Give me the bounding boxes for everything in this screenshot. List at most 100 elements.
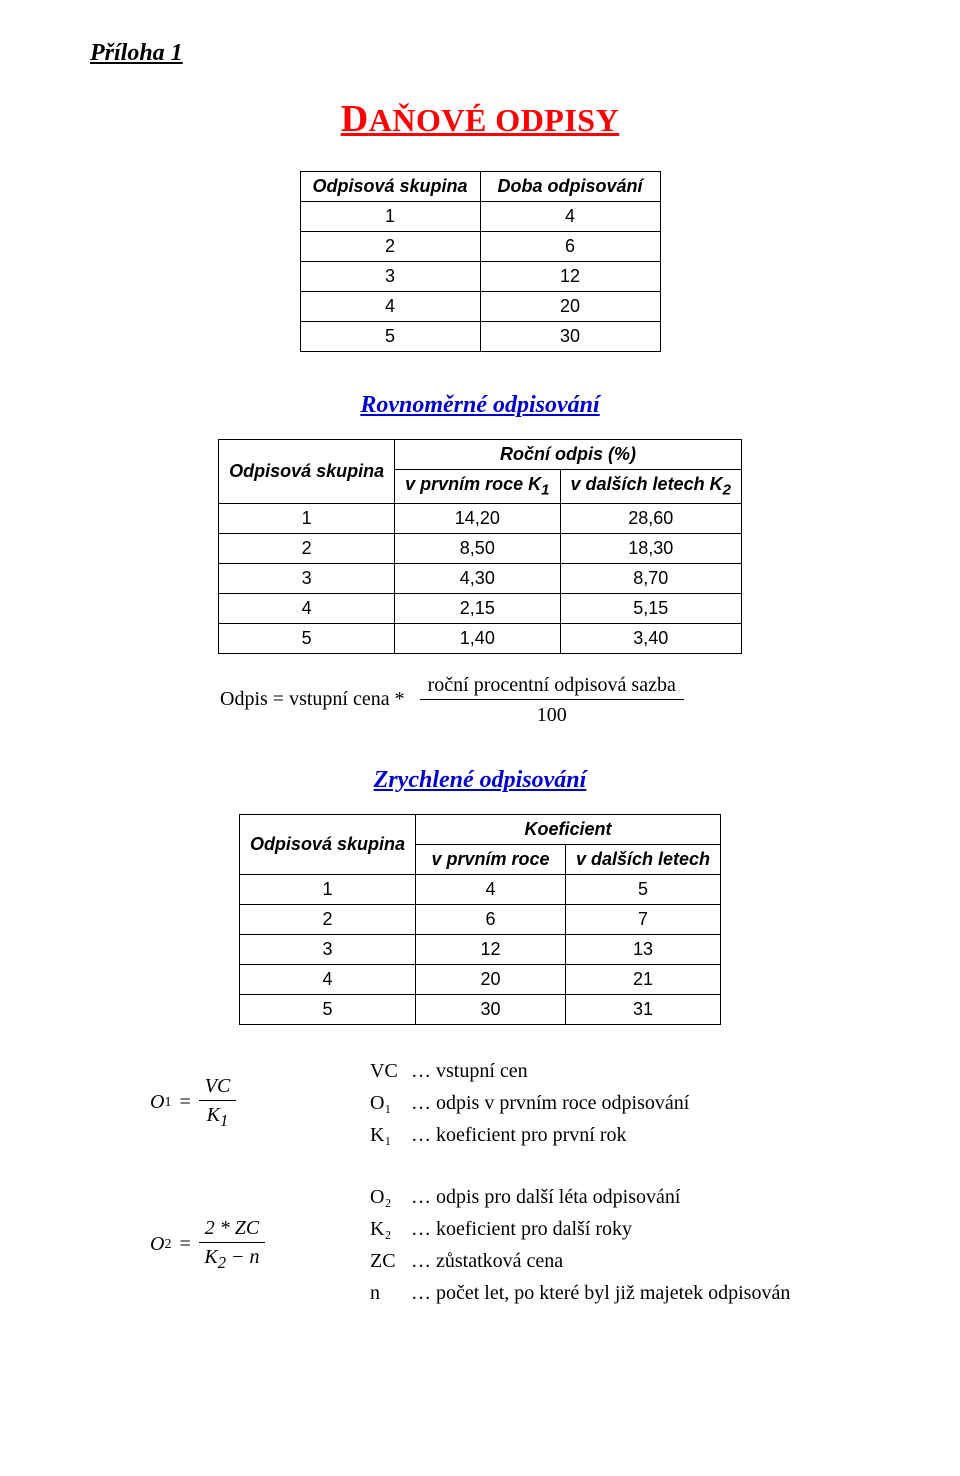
- t2-h-group: Odpisová skupina: [219, 440, 395, 504]
- legend-key: n: [370, 1277, 406, 1309]
- legend-item: K₂ … koeficient pro další roky: [370, 1213, 790, 1245]
- cell: 2: [239, 904, 415, 934]
- legend-o1: VC … vstupní cen O₁ … odpis v prvním roc…: [370, 1055, 689, 1151]
- cell: 31: [565, 994, 720, 1024]
- label: v prvním roce K: [405, 474, 541, 494]
- cell: 5: [239, 994, 415, 1024]
- cell: 2: [300, 232, 480, 262]
- cell: 4: [415, 874, 565, 904]
- cell: 5: [565, 874, 720, 904]
- table-row: 42,155,15: [219, 593, 742, 623]
- legend-item: K₁ … koeficient pro první rok: [370, 1119, 689, 1151]
- cell: 5: [219, 623, 395, 653]
- cell: 1,40: [395, 623, 560, 653]
- main-title: DAŇOVÉ ODPISY: [90, 97, 870, 141]
- label: v dalších letech K: [571, 474, 723, 494]
- legend-item: n … počet let, po které byl již majetek …: [370, 1277, 790, 1309]
- cell: 2,15: [395, 593, 560, 623]
- cell: 5,15: [560, 593, 741, 623]
- formula-linear: Odpis = vstupní cena * roční procentní o…: [220, 674, 870, 727]
- main-title-rest: AŇOVÉ ODPISY: [369, 102, 619, 138]
- numerator: roční procentní odpisová sazba: [420, 674, 684, 700]
- table-row: 145: [239, 874, 720, 904]
- fraction: VC K1: [199, 1075, 237, 1131]
- table-row: 530: [300, 322, 660, 352]
- cell: 8,70: [560, 563, 741, 593]
- t3-h-sub0: v prvním roce: [415, 844, 565, 874]
- var-n: n: [250, 1246, 260, 1268]
- legend-o2: O₂ … odpis pro další léta odpisování K₂ …: [370, 1181, 790, 1309]
- table1-h0: Odpisová skupina: [300, 172, 480, 202]
- formula-o1: O1 = VC K1 VC … vstupní cen O₁ … odpis v…: [150, 1055, 870, 1151]
- cell: 20: [415, 964, 565, 994]
- cell: 5: [300, 322, 480, 352]
- cell: 13: [565, 934, 720, 964]
- fraction: roční procentní odpisová sazba 100: [420, 674, 684, 727]
- denominator: K2 − n: [199, 1243, 265, 1273]
- sub1: 1: [164, 1095, 171, 1111]
- var-O: O: [150, 1091, 164, 1114]
- cell: 6: [415, 904, 565, 934]
- cell: 4: [219, 593, 395, 623]
- section-linear-title: Rovnoměrné odpisování: [90, 392, 870, 419]
- formula-o2-lhs: O2 = 2 * ZC K2 − n: [150, 1217, 370, 1273]
- legend-key: ZC: [370, 1245, 406, 1277]
- t2-h-sub1: v dalších letech K2: [560, 470, 741, 504]
- table-row: 26: [300, 232, 660, 262]
- cell: 12: [415, 934, 565, 964]
- legend-key: K₂: [370, 1213, 406, 1245]
- table-row: 114,2028,60: [219, 503, 742, 533]
- cell: 30: [480, 322, 660, 352]
- cell: 28,60: [560, 503, 741, 533]
- t3-h-coef: Koeficient: [415, 814, 720, 844]
- table-row: 28,5018,30: [219, 533, 742, 563]
- table-row: 34,308,70: [219, 563, 742, 593]
- section-accelerated-title: Zrychlené odpisování: [90, 767, 870, 794]
- legend-desc: … zůstatková cena: [411, 1250, 563, 1272]
- sub: 1: [541, 482, 549, 499]
- table1-h1: Doba odpisování: [480, 172, 660, 202]
- cell: 20: [480, 292, 660, 322]
- legend-item: ZC … zůstatková cena: [370, 1245, 790, 1277]
- table-linear-rates: Odpisová skupina Roční odpis (%) v první…: [218, 439, 742, 654]
- appendix-title: Příloha 1: [90, 40, 870, 67]
- cell: 3,40: [560, 623, 741, 653]
- legend-key: O₁: [370, 1087, 406, 1119]
- legend-desc: … vstupní cen: [411, 1060, 528, 1082]
- denominator: 100: [420, 700, 684, 727]
- sub: 1: [220, 1111, 228, 1130]
- cell: 8,50: [395, 533, 560, 563]
- formula-o2: O2 = 2 * ZC K2 − n O₂ … odpis pro další …: [150, 1181, 870, 1309]
- denominator: K1: [199, 1101, 237, 1131]
- legend-desc: … odpis pro další léta odpisování: [411, 1186, 680, 1208]
- cell: 21: [565, 964, 720, 994]
- cell: 7: [565, 904, 720, 934]
- numerator: 2 * ZC: [199, 1217, 265, 1243]
- table-row: 420: [300, 292, 660, 322]
- cell: 18,30: [560, 533, 741, 563]
- sub2: 2: [164, 1237, 171, 1253]
- legend-desc: … počet let, po které byl již majetek od…: [411, 1282, 790, 1304]
- sub: 2: [723, 482, 731, 499]
- t2-h-rate: Roční odpis (%): [395, 440, 742, 470]
- table-depreciation-groups: Odpisová skupina Doba odpisování 1 4 26 3…: [300, 171, 661, 352]
- cell: 14,20: [395, 503, 560, 533]
- equals: =: [179, 1233, 190, 1256]
- table-row: 267: [239, 904, 720, 934]
- var-K: K: [207, 1104, 220, 1126]
- table-row: 31213: [239, 934, 720, 964]
- minus: −: [226, 1246, 250, 1268]
- cell: 4: [239, 964, 415, 994]
- fraction: 2 * ZC K2 − n: [199, 1217, 265, 1273]
- legend-key: O₂: [370, 1181, 406, 1213]
- cell: 3: [239, 934, 415, 964]
- legend-item: O₂ … odpis pro další léta odpisování: [370, 1181, 790, 1213]
- cell: 30: [415, 994, 565, 1024]
- cell: 3: [300, 262, 480, 292]
- t3-h-group: Odpisová skupina: [239, 814, 415, 874]
- formula-o1-lhs: O1 = VC K1: [150, 1075, 370, 1131]
- table-row: 42021: [239, 964, 720, 994]
- cell: 4: [300, 292, 480, 322]
- cell: 1: [300, 202, 480, 232]
- cell: 2: [219, 533, 395, 563]
